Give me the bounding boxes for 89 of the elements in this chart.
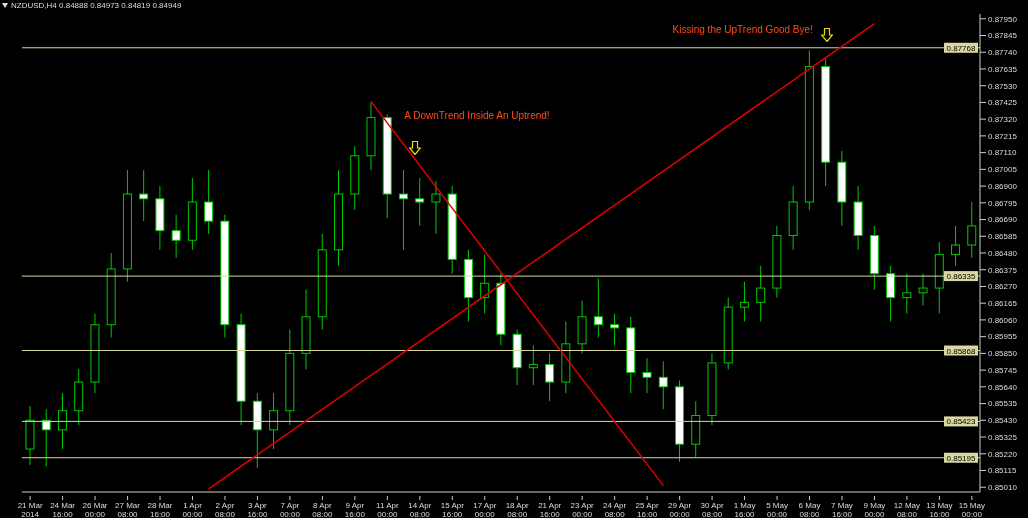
y-tick-label: 0.86585 — [988, 232, 1018, 242]
x-tick-label: 11 Apr 00:00 — [376, 501, 399, 518]
x-tick-label: 17 Apr 00:00 — [473, 501, 497, 518]
y-tick-label: 0.87950 — [988, 14, 1018, 24]
x-tick-label: 1 Apr 00:00 — [182, 501, 204, 518]
x-tick-label: 15 May 00:00 — [958, 501, 985, 518]
ref-line-label: 0.86335 — [946, 272, 977, 282]
y-tick-label: 0.85640 — [988, 382, 1018, 392]
x-tick-label: 27 Mar 08:00 — [115, 501, 141, 518]
candlestick — [139, 169, 149, 222]
x-tick-label: 18 Apr 08:00 — [505, 501, 530, 518]
ref-line-label: 0.85195 — [946, 453, 977, 463]
x-tick-label: 30 Apr 08:00 — [700, 501, 724, 518]
x-tick-label: 7 Apr 00:00 — [279, 501, 301, 518]
x-tick-label: 7 May 16:00 — [831, 501, 853, 518]
y-tick-label: 0.87215 — [988, 131, 1018, 141]
candlestick — [528, 344, 538, 386]
x-tick-label: 9 Apr 16:00 — [344, 501, 366, 518]
candlestick — [739, 281, 749, 323]
x-tick-label: 6 May 08:00 — [798, 501, 821, 518]
ref-line-label: 0.85423 — [946, 417, 977, 427]
y-tick-label: 0.85220 — [988, 449, 1018, 459]
candlestick — [431, 180, 441, 235]
x-tick-label: 3 Apr 16:00 — [247, 501, 268, 518]
y-tick-label: 0.85325 — [988, 432, 1018, 442]
y-tick-label: 0.86270 — [988, 282, 1018, 292]
y-tick-label: 0.87320 — [988, 115, 1018, 124]
candlestick — [610, 313, 620, 346]
y-tick-label: 0.87845 — [988, 31, 1018, 41]
candlestick — [545, 352, 555, 402]
x-tick-label: 25 Apr 16:00 — [635, 501, 660, 518]
candlestick — [902, 273, 912, 315]
x-tick-label: 1 May 16:00 — [733, 501, 756, 518]
x-tick-label: 12 May 08:00 — [893, 501, 921, 518]
y-tick-label: 0.87425 — [988, 98, 1018, 108]
x-tick-label: 15 Apr 16:00 — [440, 501, 465, 518]
y-tick-label: 0.86690 — [988, 215, 1018, 225]
candlestick — [642, 357, 652, 394]
x-tick-label: 21 Apr 16:00 — [538, 501, 562, 518]
candlestick — [398, 169, 408, 251]
x-tick-label: 28 Mar 16:00 — [147, 501, 173, 518]
y-tick-label: 0.85430 — [988, 416, 1018, 426]
candlestick — [57, 392, 67, 450]
candlestick — [415, 177, 425, 227]
x-tick-label: 23 Apr 00:00 — [570, 501, 595, 518]
candlestick — [204, 169, 214, 235]
y-tick-label: 0.85115 — [988, 466, 1017, 476]
chart-title: NZDUSD,H4 0.84888 0.84973 0.84819 0.84949 — [11, 1, 182, 10]
y-tick-label: 0.85010 — [988, 483, 1018, 493]
y-tick-label: 0.87110 — [988, 148, 1017, 158]
y-tick-label: 0.87530 — [988, 81, 1018, 91]
candlestick — [967, 201, 977, 259]
candlestick — [269, 392, 279, 450]
y-tick-label: 0.86060 — [988, 315, 1018, 325]
x-tick-label: 24 Mar 16:00 — [50, 501, 76, 518]
x-tick-label: 21 Mar 2014 — [17, 501, 43, 518]
x-tick-label: 8 Apr 08:00 — [312, 501, 333, 518]
candlestick — [171, 214, 181, 259]
x-tick-label: 29 Apr 00:00 — [668, 501, 692, 518]
y-tick-label: 0.86480 — [988, 248, 1018, 258]
y-tick-label: 0.86375 — [988, 265, 1018, 275]
y-tick-label: 0.87635 — [988, 64, 1018, 74]
x-tick-label: 14 Apr 08:00 — [408, 501, 432, 518]
x-tick-label: 24 Apr 08:00 — [603, 501, 627, 518]
x-tick-label: 9 May 00:00 — [863, 501, 886, 518]
candlestick — [41, 408, 51, 468]
y-tick-label: 0.85535 — [988, 399, 1018, 409]
y-tick-label: 0.86795 — [988, 198, 1018, 208]
candlestick — [886, 265, 896, 323]
x-tick-label: 5 May 00:00 — [766, 501, 788, 518]
y-tick-label: 0.85745 — [988, 365, 1018, 375]
candlestick — [658, 360, 668, 410]
candlestick — [756, 265, 766, 323]
candlestick — [918, 273, 928, 307]
y-tick-label: 0.87740 — [988, 48, 1018, 58]
y-tick-label: 0.86900 — [988, 181, 1018, 191]
y-tick-label: 0.87005 — [988, 165, 1018, 175]
x-tick-label: 2 Apr 08:00 — [214, 501, 236, 518]
x-tick-label: 26 Mar 00:00 — [82, 501, 108, 518]
candlestick — [593, 277, 603, 338]
y-tick-label: 0.85850 — [988, 349, 1018, 359]
annotation: Kissing the UpTrend Good Bye! — [672, 23, 813, 35]
y-tick-label: 0.86165 — [988, 299, 1018, 309]
y-tick-label: 0.85955 — [988, 332, 1018, 342]
x-tick-label: 13 May 16:00 — [926, 501, 953, 518]
ref-line-label: 0.87768 — [946, 43, 977, 53]
ref-line-label: 0.85868 — [946, 346, 977, 356]
annotation: A DownTrend Inside An Uptrend! — [404, 109, 550, 121]
candlestick — [951, 225, 961, 267]
